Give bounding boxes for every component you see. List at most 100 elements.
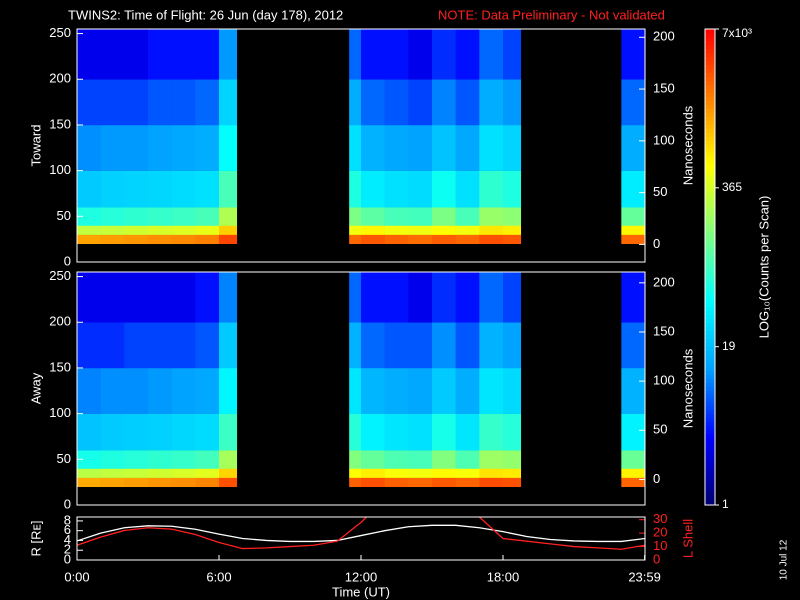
- colorbar-step: [705, 171, 715, 177]
- heatmap-cell: [384, 79, 409, 126]
- heatmap-cell: [621, 79, 646, 126]
- colorbar-step: [705, 215, 715, 220]
- heatmap-cell: [455, 29, 480, 80]
- heatmap-cell: [219, 367, 238, 414]
- colorbar-step: [705, 342, 715, 347]
- y2-axis-label: Nanoseconds: [680, 348, 695, 428]
- heatmap-cell: [432, 207, 456, 226]
- colorbar-step: [705, 350, 715, 355]
- colorbar-step: [705, 199, 715, 205]
- colorbar-step: [705, 80, 715, 86]
- heatmap-cell: [408, 234, 433, 245]
- heatmap-cell: [349, 468, 362, 478]
- colorbar-step: [705, 243, 715, 248]
- colorbar-tick-label: 1: [722, 497, 729, 511]
- heatmap-cell: [171, 450, 196, 469]
- colorbar-step: [705, 294, 715, 300]
- heatmap-cell: [621, 225, 646, 235]
- colorbar-frame: [704, 28, 716, 506]
- y2-tick-label: 50: [653, 422, 667, 437]
- y-tick-label: 100: [49, 405, 71, 420]
- heatmap-cell: [100, 124, 125, 171]
- series-line: [77, 524, 645, 543]
- heatmap-cell: [77, 29, 101, 80]
- y-tick-label: 0: [64, 551, 71, 566]
- y2-tick-label: 150: [653, 323, 675, 338]
- heatmap-cell: [77, 367, 101, 414]
- heatmap-cell: [171, 477, 196, 488]
- heatmap-cell: [219, 468, 238, 478]
- heatmap-cell: [455, 468, 480, 478]
- heatmap-cell: [219, 170, 238, 208]
- plot-frame: [76, 516, 646, 561]
- heatmap-cell: [100, 322, 125, 369]
- y-tick-label: 250: [49, 268, 71, 283]
- note: NOTE: Data Preliminary - Not validated: [438, 7, 665, 22]
- heatmap-cell: [479, 207, 504, 226]
- colorbar-step: [705, 358, 715, 363]
- colorbar-step: [705, 60, 715, 66]
- heatmap-cell: [432, 367, 456, 414]
- colorbar-step: [705, 96, 715, 101]
- heatmap-cell: [621, 450, 646, 469]
- colorbar-step: [705, 231, 715, 236]
- y-tick-label: 100: [49, 162, 71, 177]
- heatmap-cell: [100, 367, 125, 414]
- heatmap-cell: [195, 124, 220, 171]
- heatmap-cell: [195, 207, 220, 226]
- heatmap-cell: [408, 207, 433, 226]
- heatmap-cell: [148, 225, 172, 235]
- colorbar-step: [705, 302, 715, 308]
- heatmap-cell: [148, 207, 172, 226]
- heatmap-cell: [408, 450, 433, 469]
- heatmap-cell: [100, 413, 125, 451]
- colorbar-step: [705, 370, 715, 375]
- colorbar-step: [705, 286, 715, 292]
- y2-tick-label: 150: [653, 80, 675, 95]
- heatmap-cell: [408, 79, 433, 126]
- heatmap-cell: [349, 225, 362, 235]
- heatmap-cell: [195, 272, 220, 323]
- y-tick-label: 200: [49, 71, 71, 86]
- y-tick-label: 150: [49, 359, 71, 374]
- y-tick-label: 2: [64, 542, 71, 557]
- colorbar-step: [705, 124, 715, 129]
- y-axis-label: Toward: [28, 125, 43, 167]
- heatmap-cell: [195, 234, 220, 245]
- heatmap-cell: [171, 124, 196, 171]
- heatmap-cell: [148, 170, 172, 208]
- y-tick-label: 8: [64, 512, 71, 527]
- colorbar-step: [705, 104, 715, 109]
- y-tick-label: 4: [64, 532, 71, 547]
- colorbar-step: [705, 481, 715, 486]
- colorbar-step: [705, 441, 715, 446]
- heatmap-cell: [361, 272, 385, 323]
- heatmap-cell: [432, 468, 456, 478]
- y2-tick-label: 200: [653, 274, 675, 289]
- heatmap-cell: [171, 170, 196, 208]
- heatmap-cell: [408, 413, 433, 451]
- heatmap-cell: [432, 234, 456, 245]
- heatmap-cell: [100, 29, 125, 80]
- heatmap-cell: [479, 29, 504, 80]
- colorbar-step: [705, 437, 715, 443]
- heatmap-cell: [408, 170, 433, 208]
- heatmap-cell: [432, 477, 456, 488]
- heatmap-cell: [361, 170, 385, 208]
- heatmap-cell: [408, 477, 433, 488]
- colorbar-step: [705, 477, 715, 482]
- heatmap-cell: [479, 79, 504, 126]
- colorbar-step: [705, 501, 715, 506]
- heatmap-cell: [219, 124, 238, 171]
- colorbar-step: [705, 453, 715, 458]
- heatmap-cell: [349, 170, 362, 208]
- heatmap-cell: [503, 234, 522, 245]
- heatmap-cell: [77, 468, 101, 478]
- x-tick-label: 18:00: [487, 569, 520, 584]
- colorbar-step: [705, 334, 715, 339]
- y2-axis-label: L Shell: [680, 519, 695, 558]
- heatmap-cell: [349, 234, 362, 245]
- heatmap-cell: [349, 29, 362, 80]
- heatmap-cell: [77, 170, 101, 208]
